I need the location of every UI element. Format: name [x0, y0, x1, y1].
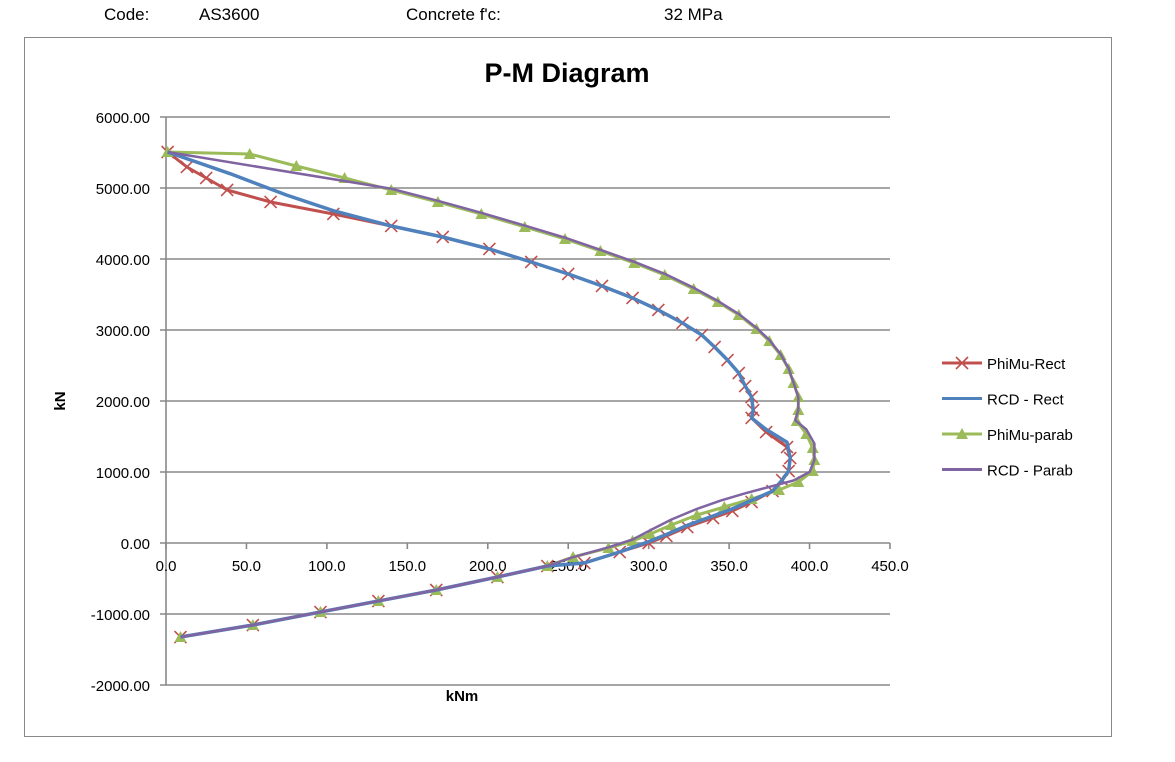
chart-frame [24, 37, 1112, 737]
legend-item: PhiMu-Rect [942, 356, 1066, 373]
legend-item: RCD - Parab [942, 463, 1073, 480]
series-rcd-parab [167, 150, 816, 639]
fc-label: Concrete f'c: [406, 5, 501, 24]
x-tick-label: 100.0 [308, 558, 346, 575]
y-tick-label: 2000.00 [96, 394, 150, 411]
triangle-marker [290, 159, 303, 171]
code-value: AS3600 [199, 5, 260, 24]
x-tick-label: 200.0 [469, 558, 507, 575]
x-tick-label: 400.0 [791, 558, 829, 575]
triangle-marker [806, 442, 819, 454]
fc-value: 32 MPa [664, 5, 723, 24]
x-tick-label: 450.0 [871, 558, 909, 575]
y-tick-label: 5000.00 [96, 181, 150, 198]
x-marker [955, 356, 969, 370]
legend-label: PhiMu-Rect [987, 356, 1066, 373]
series-line [167, 150, 816, 639]
y-tick-label: 6000.00 [96, 110, 150, 127]
y-tick-label: 3000.00 [96, 323, 150, 340]
x-tick-label: 350.0 [710, 558, 748, 575]
legend-item: PhiMu-parab [942, 427, 1073, 444]
triangle-marker [956, 428, 968, 439]
code-label: Code: [104, 5, 150, 24]
x-marker [199, 171, 213, 185]
x-tick-label: 150.0 [389, 558, 427, 575]
x-tick-label: 50.0 [232, 558, 261, 575]
y-tick-label: -1000.00 [91, 607, 150, 624]
triangle-marker [243, 147, 256, 159]
y-axis-label: kN [52, 391, 69, 410]
triangle-marker [665, 518, 678, 530]
triangle-marker [772, 484, 785, 496]
y-tick-label: -2000.00 [91, 678, 150, 695]
x-marker [220, 183, 234, 197]
y-tick-label: 1000.00 [96, 465, 150, 482]
triangle-marker [792, 476, 805, 488]
legend-label: PhiMu-parab [987, 427, 1073, 444]
triangle-marker [644, 527, 657, 539]
chart-title: P-M Diagram [484, 58, 649, 88]
triangle-marker [690, 509, 703, 521]
x-axis-label: kNm [446, 688, 479, 705]
series-rcd-rect [167, 150, 792, 639]
x-marker [180, 160, 194, 174]
x-marker [264, 195, 278, 209]
series-line [167, 150, 792, 639]
x-tick-label: 300.0 [630, 558, 668, 575]
y-tick-label: 0.00 [121, 536, 150, 553]
x-tick-label: 0.0 [156, 558, 177, 575]
legend-label: RCD - Parab [987, 463, 1073, 480]
y-tick-label: 4000.00 [96, 252, 150, 269]
legend-item: RCD - Rect [942, 392, 1065, 409]
legend-label: RCD - Rect [987, 392, 1065, 409]
